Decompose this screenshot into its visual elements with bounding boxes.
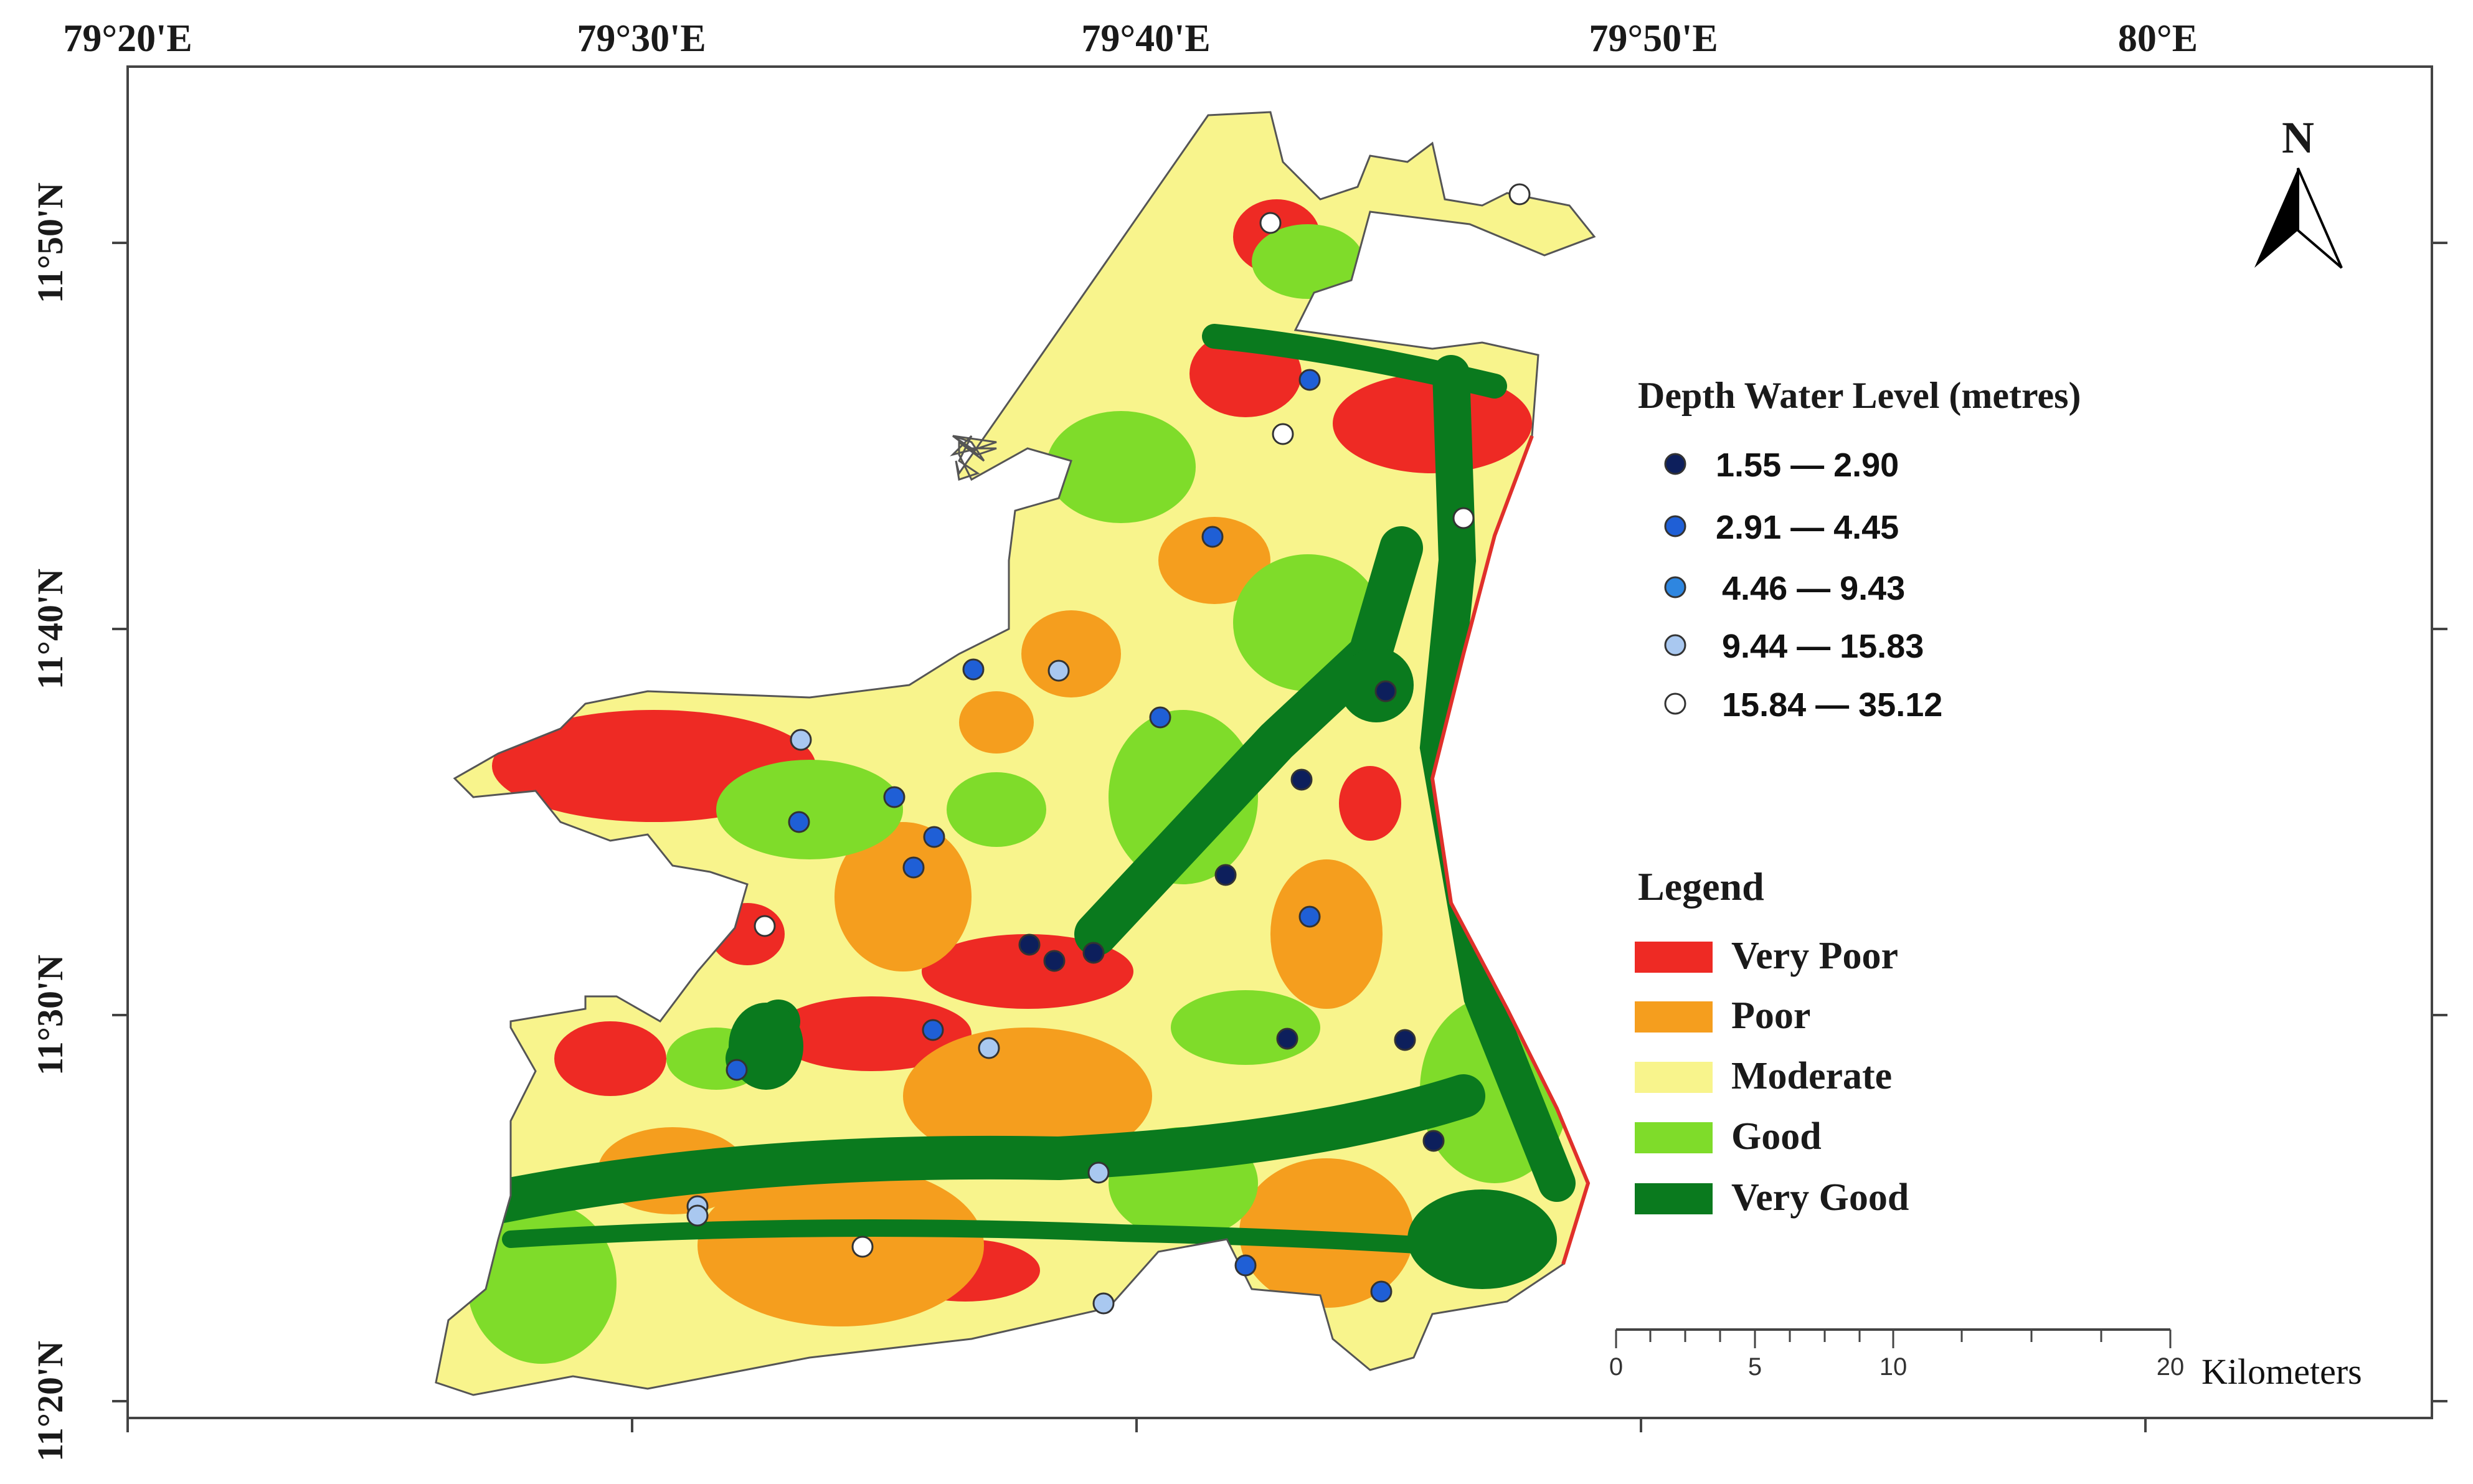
- north-arrow-left-half: [2254, 168, 2298, 268]
- zone-legend-swatch: [1635, 1122, 1713, 1153]
- north-arrow-label: N: [2282, 113, 2314, 163]
- lon-label: 79°30'E: [577, 17, 706, 60]
- scale-tick-label: 5: [1748, 1353, 1762, 1381]
- depth-legend-swatch: [1664, 634, 1686, 656]
- lat-label: 11°20'N: [30, 1341, 70, 1462]
- study-region: [435, 111, 1596, 1396]
- zone-legend-swatch: [1635, 1062, 1713, 1093]
- north-arrow-right-half: [2297, 168, 2343, 269]
- scale-tick-label: 0: [1609, 1353, 1623, 1381]
- depth-legend-swatch: [1664, 515, 1686, 537]
- depth-legend-label: 9.44 — 15.83: [1722, 628, 1924, 665]
- well-points: [686, 183, 1531, 1315]
- scale-bar: 0 5 10 20 Kilometers: [1609, 1328, 2362, 1392]
- depth-legend-swatch: [1664, 453, 1686, 475]
- zone-legend-label: Good: [1731, 1115, 1822, 1158]
- zone-legend-swatch: [1635, 942, 1713, 973]
- zone-legend-title: Legend: [1638, 864, 1764, 909]
- zone-legend-label: Very Good: [1731, 1176, 1909, 1219]
- depth-legend-label: 4.46 — 9.43: [1722, 570, 1905, 607]
- depth-legend-swatch: [1664, 576, 1686, 598]
- left-latitude-labels: 11°50'N 11°40'N 11°30'N 11°20'N: [30, 182, 70, 1462]
- well-points-1.55-2.90: [1018, 680, 1445, 1152]
- scale-tick-label: 10: [1880, 1353, 1908, 1381]
- north-arrow: N: [2254, 113, 2343, 269]
- top-longitude-labels: 79°20'E 79°30'E 79°40'E 79°50'E 80°E: [63, 17, 2198, 60]
- coastline: [1430, 435, 1591, 1265]
- zone-legend-label: Very Poor: [1731, 935, 1898, 977]
- zone-very-good-patches: [729, 648, 1557, 1289]
- depth-legend-label: 15.84 — 35.12: [1722, 686, 1942, 724]
- lat-label: 11°30'N: [30, 955, 70, 1075]
- depth-water-level-legend: Depth Water Level (metres) 1.55 — 2.90 2…: [1638, 375, 2081, 724]
- depth-legend-label: 2.91 — 4.45: [1716, 509, 1899, 546]
- well-points-15.84-35.12: [754, 183, 1531, 1258]
- graticule-ticks: [112, 242, 2447, 1432]
- zone-legend-label: Moderate: [1731, 1055, 1892, 1097]
- lat-label: 11°40'N: [30, 569, 70, 689]
- zone-legend: Legend Very Poor Poor Moderate Good Very…: [1635, 864, 1909, 1219]
- well-points-2.91-4.45: [726, 369, 1393, 1303]
- lon-label: 80°E: [2118, 17, 2198, 60]
- depth-legend-label: 1.55 — 2.90: [1716, 447, 1899, 484]
- lat-label: 11°50'N: [30, 182, 70, 303]
- zone-legend-swatch: [1635, 1183, 1713, 1214]
- well-points-9.44-15.83: [686, 659, 1115, 1315]
- map-frame: [126, 65, 2433, 1419]
- lon-label: 79°50'E: [1589, 17, 1718, 60]
- lon-label: 79°40'E: [1081, 17, 1210, 60]
- scale-tick-label: 20: [2157, 1353, 2185, 1381]
- zone-legend-swatch: [1635, 1001, 1713, 1033]
- depth-legend-title: Depth Water Level (metres): [1638, 375, 2081, 416]
- scale-unit-label: Kilometers: [2201, 1351, 2362, 1392]
- lon-label: 79°20'E: [63, 17, 192, 60]
- zone-legend-label: Poor: [1731, 995, 1810, 1037]
- depth-legend-swatch: [1664, 692, 1686, 715]
